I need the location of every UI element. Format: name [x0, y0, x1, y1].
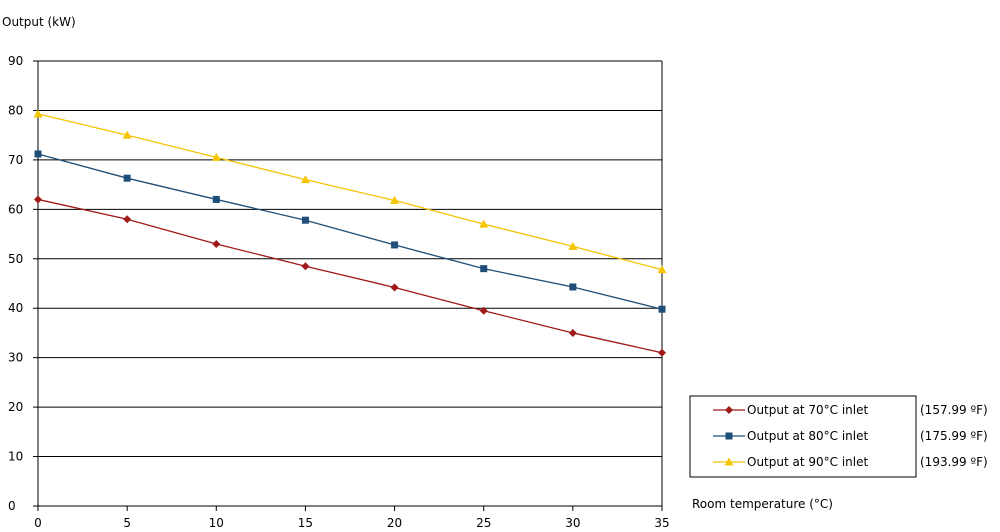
y-tick-label-0: 0 — [8, 499, 16, 513]
x-tick-label-15: 15 — [298, 516, 313, 530]
series-2-point-5 — [479, 219, 489, 228]
legend-note-1: (175.99 ºF) — [920, 429, 988, 443]
y-tick-label-50: 50 — [8, 252, 23, 266]
series-line-1 — [37, 153, 663, 310]
series-2-point-6 — [568, 241, 578, 250]
y-tick-label-80: 80 — [8, 103, 23, 117]
series-0-point-7 — [658, 348, 666, 357]
series-1-point-4 — [391, 241, 399, 249]
grid-lines — [38, 60, 662, 458]
legend-label-2: Output at 90°C inlet — [747, 455, 868, 469]
x-tick-label-35: 35 — [654, 516, 669, 530]
x-tick-labels: 0 5 10 15 20 25 30 35 — [34, 516, 669, 530]
series-line-2 — [37, 113, 663, 271]
legend-marker-2 — [724, 457, 734, 466]
legend-notes: (157.99 ºF) (175.99 ºF) (193.99 ºF) — [920, 403, 988, 469]
legend-marker-0 — [725, 406, 733, 414]
series-2-point-2 — [211, 152, 221, 161]
axes — [33, 60, 663, 511]
series-group — [33, 109, 667, 357]
series-2-point-7 — [657, 265, 667, 274]
series-2-point-3 — [300, 175, 310, 184]
legend: Output at 70°C inlet Output at 80°C inlet… — [689, 395, 917, 478]
y-axis-title: Output (kW) — [2, 15, 76, 29]
series-1-point-0 — [34, 150, 42, 158]
y-tick-labels: 0 10 20 30 40 50 60 70 80 90 — [8, 54, 23, 513]
y-tick-label-90: 90 — [8, 54, 23, 68]
x-tick-label-5: 5 — [123, 516, 131, 530]
series-0-point-3 — [301, 262, 310, 271]
legend-note-2: (193.99 ºF) — [920, 455, 988, 469]
series-0-point-6 — [568, 328, 577, 337]
x-tick-label-30: 30 — [565, 516, 580, 530]
series-1-point-1 — [123, 174, 131, 182]
legend-marker-1 — [725, 432, 733, 440]
series-0-point-2 — [212, 239, 221, 248]
series-1-point-5 — [480, 265, 488, 273]
series-2-point-0 — [33, 109, 43, 118]
series-2-point-1 — [122, 130, 132, 139]
legend-label-0: Output at 70°C inlet — [747, 403, 868, 417]
series-1-point-3 — [301, 216, 309, 224]
x-tick-label-10: 10 — [209, 516, 224, 530]
series-line-0 — [37, 198, 663, 354]
legend-note-0: (157.99 ºF) — [920, 403, 988, 417]
series-1-point-7 — [658, 305, 666, 313]
y-tick-label-40: 40 — [8, 301, 23, 315]
series-1-point-2 — [212, 195, 220, 203]
series-2-point-4 — [390, 195, 400, 204]
y-tick-label-10: 10 — [8, 450, 23, 464]
series-0-point-5 — [479, 306, 488, 315]
y-tick-label-30: 30 — [8, 351, 23, 365]
x-tick-label-20: 20 — [387, 516, 402, 530]
legend-label-1: Output at 80°C inlet — [747, 429, 868, 443]
x-tick-label-0: 0 — [34, 516, 42, 530]
series-0-point-1 — [123, 215, 132, 224]
y-tick-label-20: 20 — [8, 400, 23, 414]
y-tick-label-60: 60 — [8, 202, 23, 216]
series-0-point-0 — [34, 195, 42, 204]
x-axis-title: Room temperature (°C) — [692, 497, 833, 511]
series-1-point-6 — [569, 283, 577, 291]
x-tick-label-25: 25 — [476, 516, 491, 530]
y-tick-label-70: 70 — [8, 153, 23, 167]
series-0-point-4 — [390, 283, 399, 292]
